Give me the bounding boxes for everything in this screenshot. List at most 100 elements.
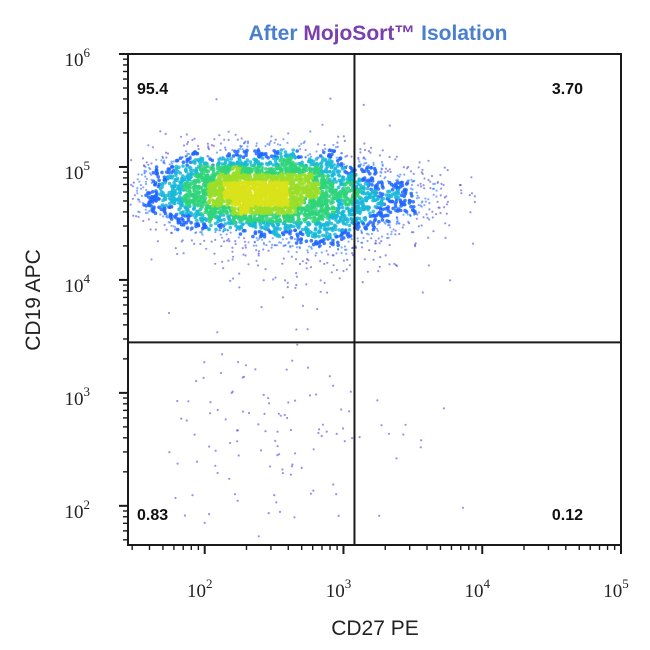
event-dot [460,189,463,192]
event-dot [173,228,177,231]
event-dot [300,227,305,232]
event-dot [286,416,289,420]
event-dot [394,200,399,204]
event-dot [402,166,405,169]
event-dot [330,271,333,274]
event-dot [257,535,260,538]
event-dot [299,240,303,245]
event-dot [331,238,335,243]
event-dot [199,212,204,216]
event-dot [215,98,218,101]
event-dot [219,201,224,206]
event-dot [361,281,364,284]
event-dot [258,219,262,224]
event-dot [292,199,297,204]
event-dot [158,192,162,197]
event-dot [273,494,276,497]
event-dot [149,204,153,208]
event-dot [423,204,426,207]
event-dot [335,156,338,159]
event-dot [372,163,375,166]
event-dot [396,209,400,213]
event-dot [310,231,314,235]
event-dot [144,208,147,211]
event-dot [247,263,250,266]
event-dot [180,417,183,420]
event-dot [342,427,345,430]
event-dot [130,183,133,186]
event-dot [298,144,301,148]
event-dot [288,241,291,244]
event-dot [139,187,143,190]
event-dot [246,140,250,143]
event-dot [427,198,430,201]
event-dot [379,198,384,203]
event-dot [365,161,368,165]
event-dot [231,148,234,151]
event-dot [344,155,347,158]
event-dot [379,170,382,173]
event-dot [374,239,377,242]
event-dot [242,189,247,194]
event-dot [398,222,401,225]
event-dot [314,254,317,257]
event-dot [316,307,319,311]
event-dot [326,261,329,264]
event-dot [205,173,209,178]
event-dot [175,197,180,202]
event-dot [246,200,251,204]
event-dot [283,193,288,198]
event-dot [371,209,376,214]
event-dot [317,234,321,239]
event-dot [435,195,438,198]
event-dot [143,172,146,175]
event-dot [189,220,193,225]
event-dot [251,234,255,239]
event-dot [184,182,188,186]
event-dot [150,173,153,176]
event-dot [170,160,173,163]
event-dot [222,177,227,181]
event-dot [301,304,305,307]
event-dot [293,195,298,200]
event-dot [275,167,280,171]
event-dot [378,265,381,268]
event-dot [245,195,250,200]
event-dot [236,440,239,443]
event-dot [256,239,259,242]
event-dot [347,228,352,232]
event-dot [299,148,302,151]
event-dot [187,181,192,186]
event-dot [302,213,307,217]
event-dot [188,194,192,199]
event-dot [371,195,376,200]
event-dot [193,433,196,436]
event-dot [337,219,342,224]
event-dot [216,220,220,224]
event-dot [223,240,226,243]
event-dot [187,165,191,169]
event-dot [363,148,367,152]
event-dot [153,181,158,185]
event-dot [237,454,240,457]
event-dot [190,192,195,197]
event-dot [233,215,238,220]
event-dot [296,234,300,239]
event-dot [318,223,323,227]
event-dot [468,194,471,197]
event-dot [355,208,360,213]
event-dot [294,189,298,193]
event-dot [341,189,345,193]
event-dot [339,161,344,166]
event-dot [223,158,228,162]
event-dot [336,141,339,144]
event-dot [258,193,263,197]
event-dot [220,245,223,248]
event-dot [370,190,375,195]
event-dot [321,214,326,219]
event-dot [277,218,282,222]
event-dot [168,451,171,454]
event-dot [444,236,447,239]
event-dot [412,172,415,175]
event-dot [343,163,346,166]
